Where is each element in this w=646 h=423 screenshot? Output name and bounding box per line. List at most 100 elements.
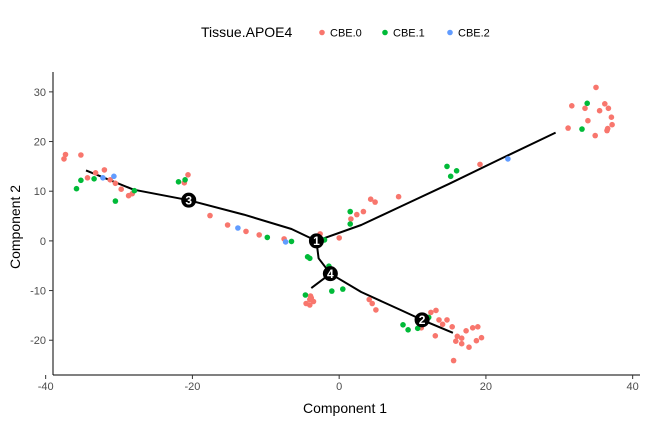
data-point xyxy=(584,100,590,107)
data-point xyxy=(235,225,241,231)
data-point xyxy=(91,176,97,182)
data-point xyxy=(605,105,612,112)
data-point xyxy=(118,186,124,192)
x-tick-label: -20 xyxy=(184,381,200,393)
trajectory-node-2: 2 xyxy=(414,312,430,328)
data-point xyxy=(92,170,99,176)
data-point xyxy=(436,317,442,323)
data-point xyxy=(602,101,608,107)
y-axis-title: Component 2 xyxy=(7,185,23,269)
node-marker xyxy=(414,312,430,328)
data-point xyxy=(604,125,611,132)
data-point xyxy=(112,180,119,187)
data-point xyxy=(609,121,615,128)
data-point xyxy=(458,335,465,342)
legend-title: Tissue.APOE4 xyxy=(201,24,293,40)
data-point xyxy=(579,126,585,132)
data-point xyxy=(347,221,354,227)
data-point xyxy=(307,302,313,308)
legend-label: CBE.2 xyxy=(458,28,490,40)
data-point xyxy=(348,216,354,222)
legend-key xyxy=(382,29,388,36)
data-point xyxy=(458,340,465,347)
data-point xyxy=(367,196,374,202)
trajectory-segment xyxy=(316,131,557,242)
y-tick-label: 10 xyxy=(34,186,46,198)
data-point xyxy=(354,211,360,218)
data-point xyxy=(373,307,379,313)
x-tick-label: 0 xyxy=(336,381,342,393)
data-point xyxy=(477,161,483,168)
data-point xyxy=(505,156,511,162)
data-point xyxy=(447,173,454,180)
series-cbe-0 xyxy=(61,84,615,364)
node-label: 3 xyxy=(185,193,192,207)
data-point xyxy=(593,84,599,91)
trajectory-node-1: 1 xyxy=(308,233,324,249)
data-point xyxy=(428,309,434,316)
x-tick-label: 40 xyxy=(627,381,639,393)
y-tick-label: 0 xyxy=(40,236,46,248)
data-point xyxy=(288,238,295,245)
legend-key xyxy=(319,29,325,36)
y-tick-label: -20 xyxy=(30,335,46,347)
data-point xyxy=(111,173,117,180)
data-point xyxy=(329,288,335,294)
data-point xyxy=(78,177,84,184)
data-point xyxy=(466,344,472,351)
legend: Tissue.APOE4 CBE.0 CBE.1 CBE.2 xyxy=(201,24,490,40)
data-point xyxy=(224,222,231,228)
data-point xyxy=(100,175,106,181)
data-point xyxy=(449,324,456,330)
data-point xyxy=(182,177,188,183)
data-point xyxy=(596,107,603,114)
data-point xyxy=(207,212,213,219)
data-point xyxy=(582,105,588,112)
data-point xyxy=(405,327,411,333)
data-point xyxy=(175,179,182,185)
data-point xyxy=(308,295,315,301)
node-label: 4 xyxy=(327,267,334,281)
data-point xyxy=(444,317,450,323)
data-point xyxy=(608,114,615,120)
data-point xyxy=(112,198,119,204)
data-point xyxy=(400,322,406,328)
trajectory-segment xyxy=(85,169,317,242)
data-point xyxy=(264,234,271,241)
data-point xyxy=(101,167,108,173)
data-point xyxy=(372,199,378,205)
data-point xyxy=(243,228,249,235)
node-marker xyxy=(322,266,338,282)
data-point xyxy=(454,333,461,340)
data-point xyxy=(592,132,598,139)
data-point xyxy=(73,185,80,192)
x-axis-title: Component 1 xyxy=(303,400,387,416)
legend-label: CBE.1 xyxy=(393,28,425,40)
series-cbe-2 xyxy=(100,156,511,245)
data-point xyxy=(369,300,376,307)
x-tick-label: 20 xyxy=(480,381,492,393)
trajectory-node-3: 3 xyxy=(181,192,197,208)
legend-items: CBE.0 CBE.1 CBE.2 xyxy=(319,28,490,40)
y-tick-label: 30 xyxy=(34,87,46,99)
data-point xyxy=(185,172,191,178)
trajectory xyxy=(85,131,557,334)
data-point xyxy=(62,151,69,158)
data-point xyxy=(366,296,373,303)
data-point xyxy=(565,125,571,131)
data-point xyxy=(340,286,346,292)
data-point xyxy=(433,307,439,314)
data-point xyxy=(463,328,469,334)
data-point xyxy=(307,255,313,262)
trajectory-nodes: 1 2 3 4 xyxy=(181,192,430,328)
trajectory-segment xyxy=(329,272,454,334)
node-marker xyxy=(181,192,197,208)
data-point xyxy=(131,187,138,194)
data-point xyxy=(414,325,421,332)
data-point xyxy=(473,337,480,344)
legend-entry: CBE.0 xyxy=(319,28,362,40)
data-point xyxy=(475,324,481,330)
data-point xyxy=(569,103,575,109)
data-point xyxy=(302,292,309,298)
data-point xyxy=(439,321,446,328)
